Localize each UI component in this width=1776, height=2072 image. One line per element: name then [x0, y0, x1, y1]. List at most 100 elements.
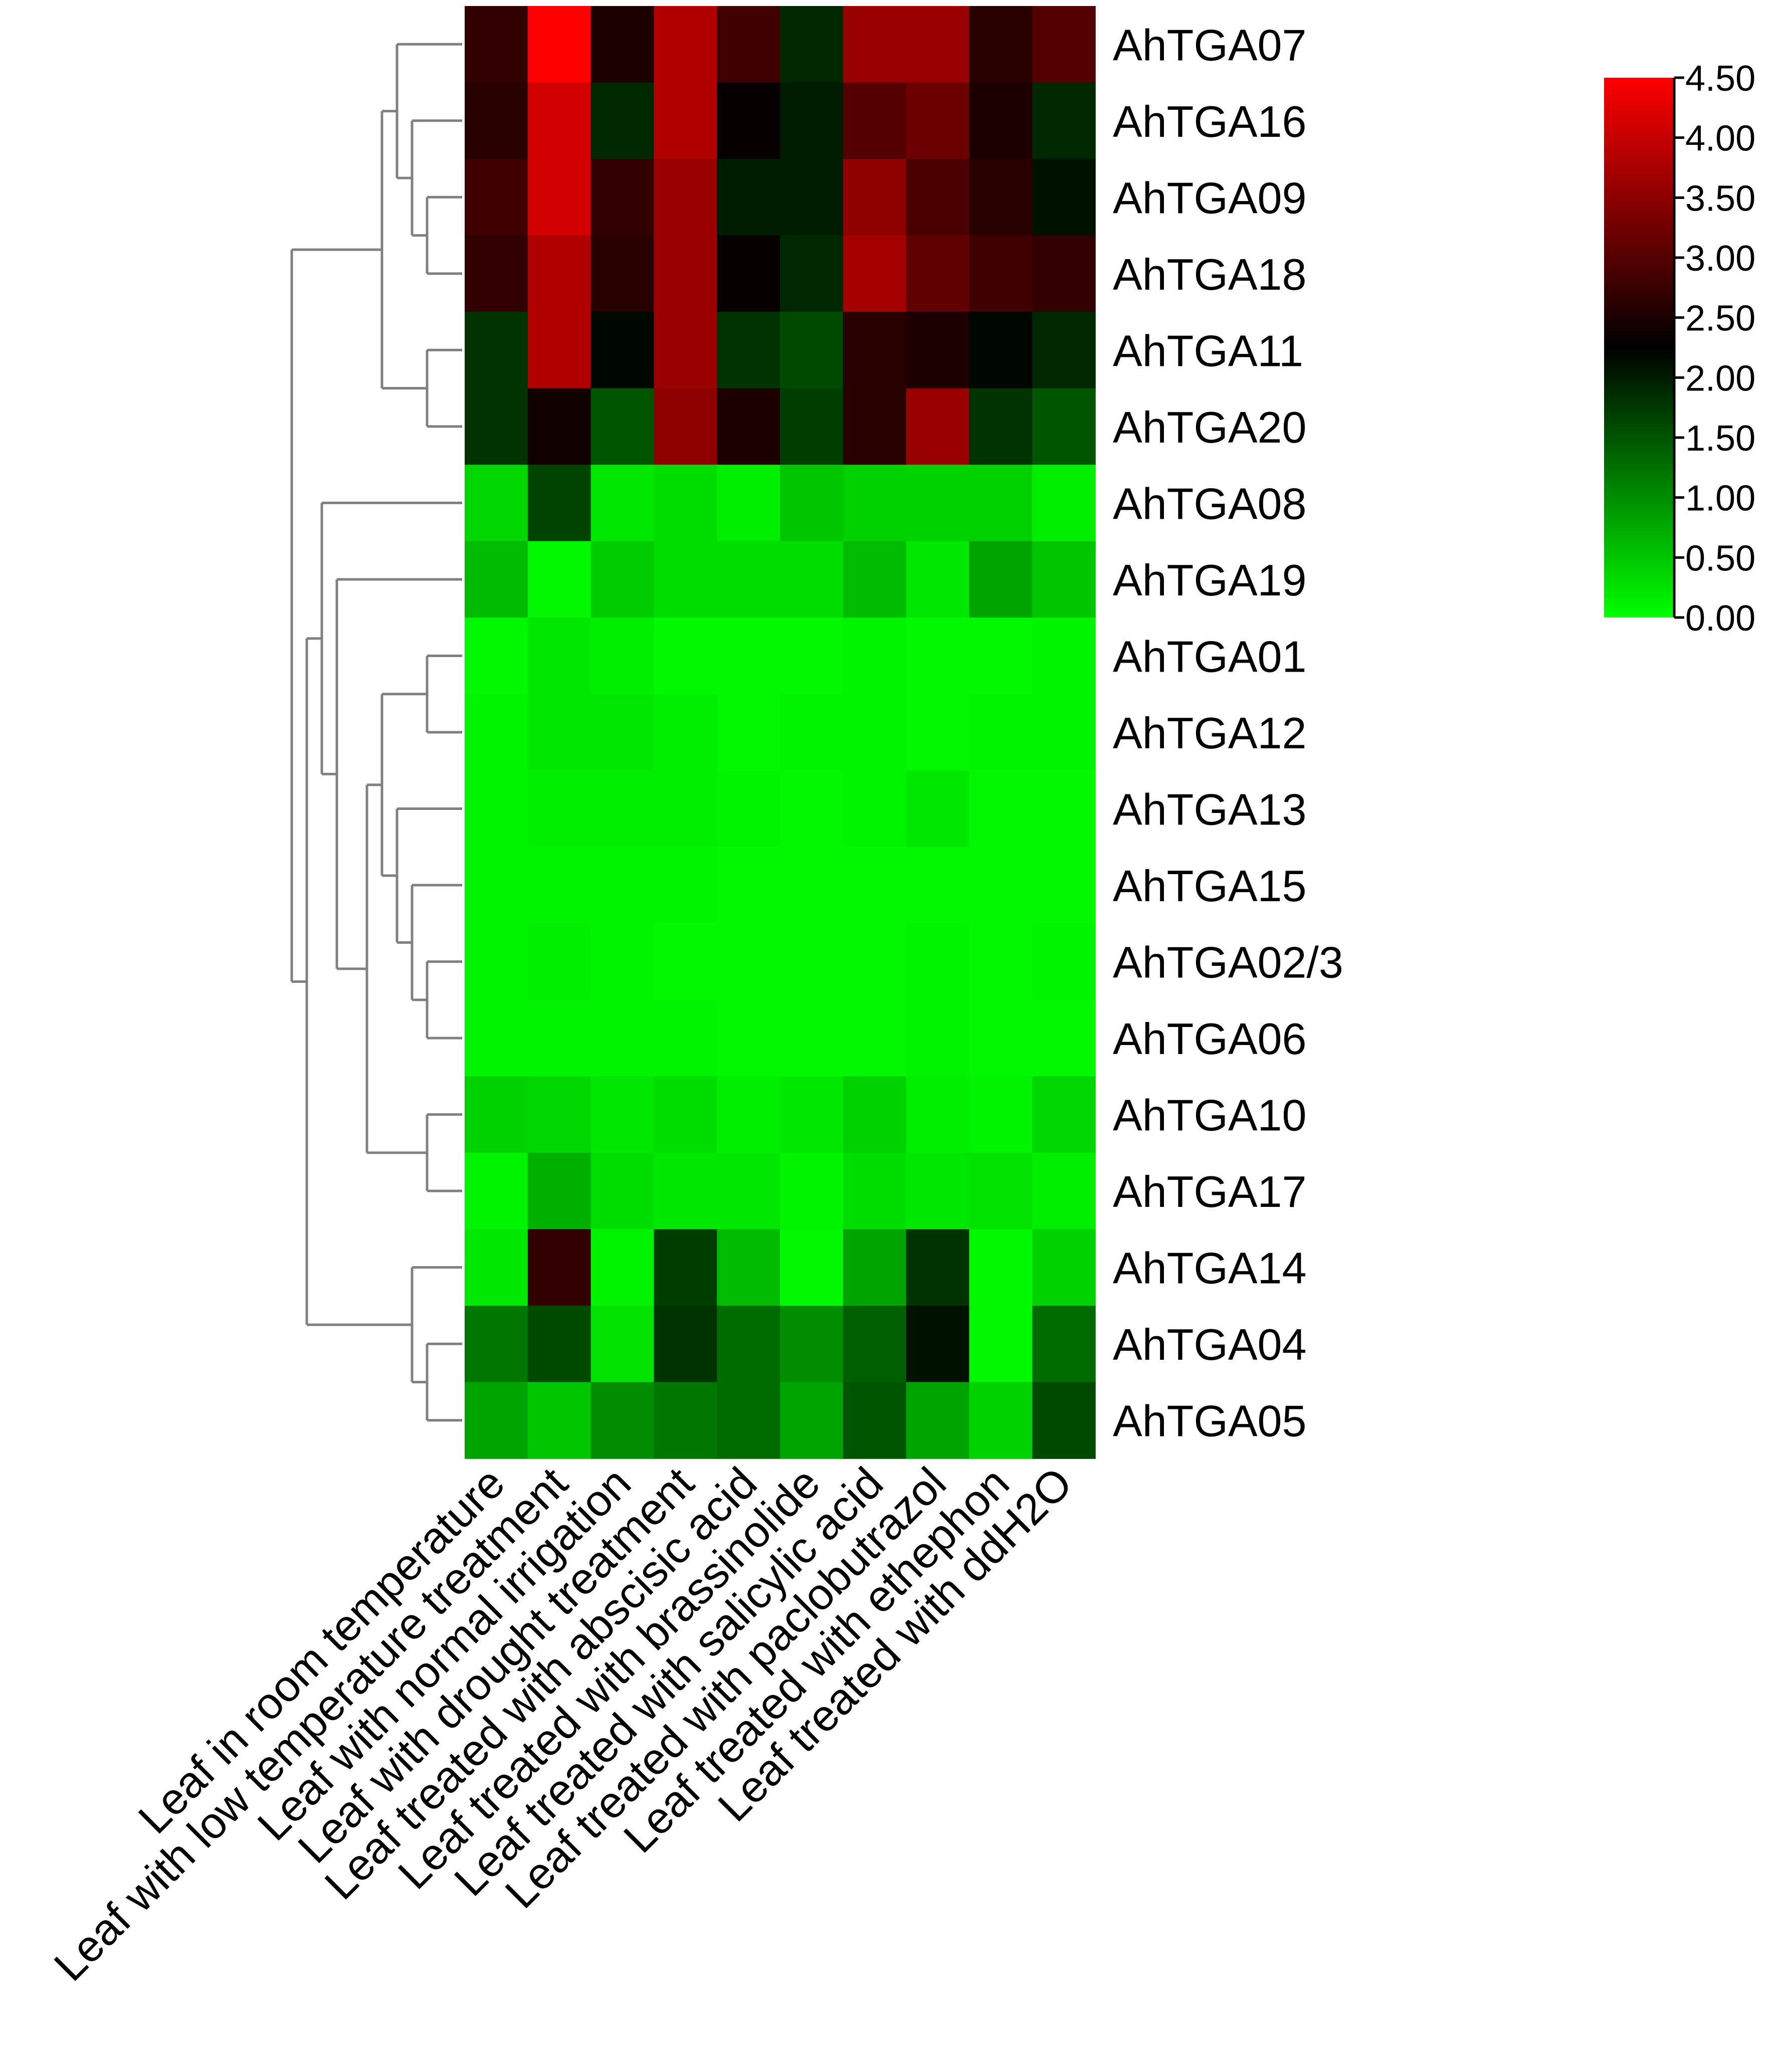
colorbar-tick-label: 0.00 [1685, 598, 1755, 639]
heatmap-cell [780, 312, 844, 389]
heatmap-cell [1032, 847, 1096, 924]
heatmap-cell [717, 388, 780, 465]
row-label: AhTGA12 [1113, 708, 1306, 758]
heatmap-cell [527, 923, 591, 1000]
heatmap-cell [906, 770, 970, 848]
heatmap-cell [465, 541, 528, 618]
heatmap-cell [1032, 923, 1096, 1000]
row-label: AhTGA08 [1113, 479, 1306, 528]
colorbar-tick-label: 4.00 [1685, 119, 1755, 159]
heatmap-cell [465, 923, 528, 1000]
heatmap-cell [969, 617, 1033, 695]
row-label: AhTGA02/3 [1113, 938, 1343, 987]
row-label: AhTGA20 [1113, 402, 1306, 452]
heatmap-cell [590, 312, 655, 389]
heatmap-cell [843, 1305, 907, 1383]
heatmap-cell [717, 465, 780, 542]
heatmap-cell [590, 465, 655, 542]
heatmap-cell [654, 923, 717, 1000]
heatmap-cell [1032, 1305, 1096, 1383]
heatmap-cell [843, 312, 907, 389]
heatmap-cell [717, 159, 780, 236]
heatmap-cell [465, 312, 528, 389]
heatmap-cell [843, 82, 907, 159]
heatmap-cell [590, 923, 655, 1000]
heatmap-cell [654, 82, 717, 159]
row-label: AhTGA10 [1113, 1091, 1306, 1140]
heatmap-cell [969, 847, 1033, 924]
heatmap-cell [527, 1152, 591, 1230]
heatmap-cell [590, 541, 655, 618]
heatmap-cell [843, 6, 907, 83]
heatmap-cell [590, 1229, 655, 1306]
heatmap-cell [527, 1305, 591, 1383]
heatmap-cell [780, 1305, 844, 1383]
heatmap-cell [654, 770, 717, 848]
row-label: AhTGA18 [1113, 250, 1306, 299]
row-label: AhTGA11 [1113, 326, 1303, 375]
heatmap-cell [780, 1382, 844, 1459]
row-label: AhTGA04 [1113, 1320, 1306, 1369]
heatmap-cell [465, 6, 528, 83]
heatmap-cell [1032, 235, 1096, 312]
heatmap-cell [780, 159, 844, 236]
row-label: AhTGA07 [1113, 20, 1306, 70]
heatmap-cell [717, 1382, 780, 1459]
heatmap-cell [717, 999, 780, 1077]
heatmap-cell [843, 1229, 907, 1306]
row-label: AhTGA13 [1113, 785, 1306, 835]
heatmap-cell [717, 1076, 780, 1153]
heatmap-cell [969, 1152, 1033, 1230]
heatmap-cell [1032, 1076, 1096, 1153]
heatmap-cell [717, 1305, 780, 1383]
row-dendrogram [290, 43, 462, 1422]
heatmap-cell [654, 617, 717, 695]
heatmap-cell [590, 694, 655, 771]
heatmap-cell [654, 1229, 717, 1306]
heatmap-cell [843, 923, 907, 1000]
heatmap-cell [1032, 694, 1096, 771]
heatmap-cell [1032, 1229, 1096, 1306]
heatmap-cell [969, 6, 1033, 83]
row-label: AhTGA15 [1113, 861, 1306, 911]
heatmap-cell [906, 388, 970, 465]
row-label: AhTGA16 [1113, 97, 1306, 146]
heatmap-cell [527, 312, 591, 389]
heatmap-cell [969, 465, 1033, 542]
heatmap-cell [527, 1382, 591, 1459]
heatmap-cell [969, 159, 1033, 236]
heatmap-cell [527, 999, 591, 1077]
heatmap-cell [906, 6, 970, 83]
heatmap-cell [717, 694, 780, 771]
heatmap-cell [906, 1305, 970, 1383]
heatmap-cell [590, 235, 655, 312]
heatmap-cell [1032, 617, 1096, 695]
heatmap-cell [717, 847, 780, 924]
heatmap-cell [527, 6, 591, 83]
heatmap-cell [969, 82, 1033, 159]
heatmap-cell [969, 770, 1033, 848]
colorbar: 4.50 4.00 3.50 3.00 2.50 2.00 1.50 1.00 0.50 0.00 [1604, 59, 1755, 639]
heatmap-cell [654, 312, 717, 389]
heatmap-cell [843, 388, 907, 465]
heatmap-cell [527, 694, 591, 771]
heatmap-cell [780, 388, 844, 465]
colorbar-tick-label: 2.50 [1685, 299, 1755, 339]
colorbar-tick-label: 3.50 [1685, 178, 1755, 219]
heatmap-cell [527, 388, 591, 465]
heatmap-cell [654, 1152, 717, 1230]
heatmap-cell [969, 1229, 1033, 1306]
heatmap-cell [590, 82, 655, 159]
heatmap-cell [969, 1305, 1033, 1383]
heatmap-cell [590, 847, 655, 924]
heatmap-cell [465, 770, 528, 848]
heatmap-cell [843, 999, 907, 1077]
heatmap-cell [780, 1076, 844, 1153]
heatmap-cell [969, 1382, 1033, 1459]
heatmap-cell [590, 770, 655, 848]
row-label: AhTGA01 [1113, 632, 1306, 681]
heatmap-cell [717, 923, 780, 1000]
heatmap-cell [780, 6, 844, 83]
heatmap-cell [465, 1076, 528, 1153]
heatmap-cell [717, 617, 780, 695]
